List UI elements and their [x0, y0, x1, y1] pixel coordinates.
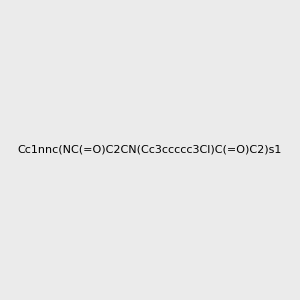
Text: Cc1nnc(NC(=O)C2CN(Cc3ccccc3Cl)C(=O)C2)s1: Cc1nnc(NC(=O)C2CN(Cc3ccccc3Cl)C(=O)C2)s1: [18, 145, 282, 155]
